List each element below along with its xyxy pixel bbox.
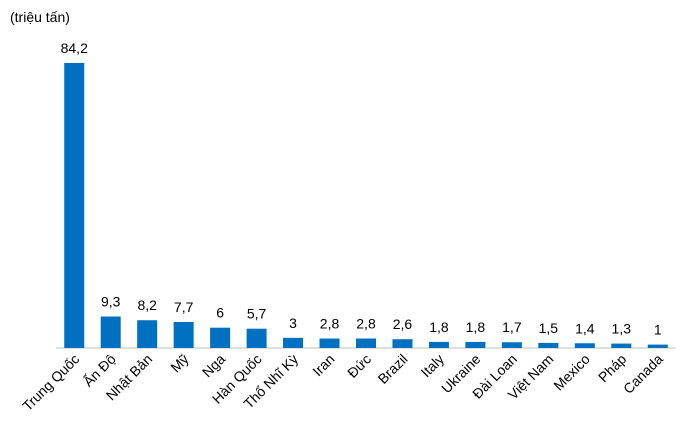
x-tick-label: Nga — [199, 351, 229, 381]
x-tick-label: Đức — [344, 351, 374, 381]
value-label: 1,8 — [429, 319, 449, 335]
value-label: 2,8 — [320, 316, 340, 332]
x-tick-label: Italy — [418, 351, 447, 380]
unit-label: (triệu tấn) — [10, 9, 70, 25]
bar — [64, 63, 85, 348]
value-label: 1,4 — [575, 320, 595, 336]
bar — [319, 338, 340, 348]
value-label: 8,2 — [137, 297, 157, 313]
value-label: 2,6 — [393, 316, 413, 332]
value-label: 5,7 — [247, 306, 267, 322]
bar — [283, 337, 304, 348]
x-tick-label: Brazil — [375, 351, 411, 387]
value-label: 1,5 — [539, 320, 559, 336]
bar — [538, 342, 559, 348]
bar — [465, 341, 486, 348]
bar — [356, 338, 376, 348]
bar — [428, 341, 449, 348]
bar — [611, 343, 632, 348]
value-label: 84,2 — [61, 40, 88, 56]
bar — [647, 344, 668, 348]
bar — [501, 342, 522, 348]
value-label: 1,3 — [612, 321, 632, 337]
x-tick-label: Trung Quốc — [19, 351, 82, 414]
x-tick-label: Iran — [309, 351, 337, 379]
value-label: 1,8 — [466, 319, 486, 335]
bar — [392, 339, 413, 348]
bar — [574, 343, 595, 348]
bar — [246, 328, 267, 348]
value-label: 3 — [289, 315, 297, 331]
x-tick-label: Mexico — [550, 351, 593, 394]
value-label: 9,3 — [101, 294, 121, 310]
x-tick-label: Canada — [620, 351, 666, 397]
value-label: 6 — [216, 305, 224, 321]
bar — [210, 327, 231, 348]
bar — [100, 316, 121, 348]
x-tick-label: Mỹ — [167, 351, 192, 376]
value-label: 2,8 — [356, 316, 376, 332]
value-label: 1 — [654, 322, 662, 338]
bar — [173, 321, 194, 348]
bar — [137, 320, 158, 348]
value-label: 7,7 — [174, 299, 194, 315]
value-label: 1,7 — [502, 319, 522, 335]
